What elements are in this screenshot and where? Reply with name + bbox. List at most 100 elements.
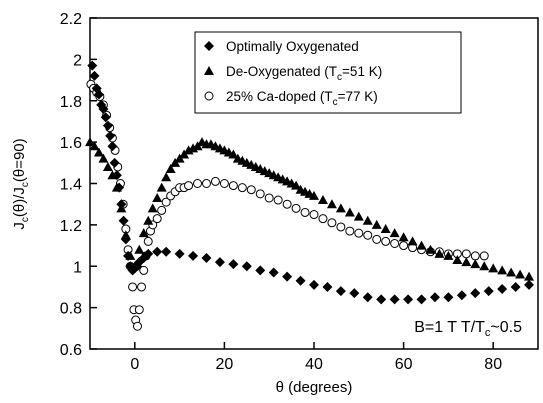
diamond-point	[123, 250, 134, 261]
triangle-point	[228, 149, 239, 159]
triangle-point	[156, 182, 167, 192]
circle-open-point	[354, 228, 364, 238]
circle-open-point	[237, 183, 247, 193]
series-triangle	[85, 137, 535, 281]
diamond-point	[120, 234, 131, 245]
triangle-point	[335, 203, 346, 213]
diamond-point	[497, 284, 508, 295]
triangle-point	[143, 215, 154, 225]
triangle-point	[515, 269, 526, 279]
y-tick-label: 0.8	[60, 301, 82, 318]
diamond-point	[456, 290, 467, 301]
circle-open-point	[132, 321, 142, 331]
triangle-point	[371, 219, 382, 229]
triangle-point	[443, 250, 454, 260]
diamond-point	[214, 257, 225, 268]
triangle-point	[497, 265, 508, 275]
circle-open-point	[318, 214, 328, 224]
diamond-point	[255, 265, 266, 276]
diamond-point	[87, 60, 98, 71]
diamond-point	[89, 70, 100, 81]
triangle-point	[291, 180, 302, 190]
circle-open-point	[193, 179, 203, 188]
triangle-point	[389, 228, 400, 238]
circle-open-point	[134, 305, 144, 315]
circle-open-point	[273, 195, 283, 205]
triangle-point	[416, 240, 427, 250]
diamond-point	[143, 248, 154, 259]
diamond-point	[107, 141, 118, 152]
diamond-point	[335, 286, 346, 297]
condition-annotation: B=1 T T/Tc~0.5	[414, 319, 522, 339]
triangle-point	[326, 199, 337, 209]
axis-ticks	[90, 17, 494, 350]
diamond-point	[429, 292, 440, 303]
circle-open-point	[264, 193, 274, 203]
triangle-point	[147, 203, 158, 213]
diamond-point	[483, 286, 494, 297]
circle-open-point	[399, 241, 409, 251]
legend: Optimally Oxygenated De-Oxygenated (Tc=51…	[194, 31, 462, 114]
diamond-point	[152, 246, 163, 257]
diamond-point	[100, 112, 111, 123]
diamond-point	[309, 279, 319, 290]
diamond-point	[105, 130, 116, 141]
circle-open-point	[143, 236, 153, 246]
y-tick-label: 1.6	[60, 135, 82, 152]
triangle-point	[434, 248, 445, 258]
x-tick-label: 80	[484, 356, 502, 373]
triangle-point	[98, 153, 109, 163]
triangle-point	[470, 259, 481, 269]
circle-open-point	[327, 218, 337, 228]
triangle-point	[362, 215, 373, 225]
diamond-point	[188, 250, 199, 261]
triangle-point	[479, 261, 490, 271]
legend-label: 25% Ca-doped (Tc=77 K)	[226, 89, 378, 108]
triangle-point	[506, 267, 517, 277]
circle-open-point	[228, 181, 238, 191]
diamond-point	[161, 246, 172, 257]
circle-open-point	[137, 282, 147, 292]
circle-open-point	[309, 210, 319, 220]
circle-open-point	[157, 205, 167, 215]
diamond-point	[174, 248, 185, 259]
circle-open-point	[161, 197, 171, 207]
diamond-point	[268, 267, 279, 278]
triangle-point	[309, 190, 319, 200]
diamond-point	[362, 292, 373, 303]
y-tick-label: 2.2	[60, 11, 82, 28]
diamond-point	[109, 157, 120, 168]
diamond-point	[322, 281, 333, 292]
triangle-point	[407, 236, 418, 246]
circle-open-point	[219, 179, 229, 188]
y-tick-label: 0.6	[60, 342, 82, 359]
series-circle-open	[86, 79, 489, 331]
circle-open-point	[139, 265, 149, 275]
legend-label: De-Oxygenated (Tc=51 K)	[226, 64, 382, 83]
y-tick-label: 1.2	[60, 218, 82, 235]
triangle-point	[452, 255, 463, 265]
circle-open-point	[210, 176, 220, 186]
y-tick-label: 2	[73, 52, 82, 69]
diamond-point	[102, 120, 113, 131]
triangle-point	[380, 224, 391, 234]
triangle-point	[317, 195, 328, 205]
triangle-point	[344, 207, 355, 217]
triangle-point	[398, 232, 409, 242]
circle-open-point	[363, 230, 373, 240]
axis-tick-labels: 0 20 40 60 80 0.6 0.8 1 1.2 1.4 1.6 1.8 2 2.2	[60, 11, 502, 373]
y-tick-label: 1.4	[60, 177, 82, 194]
circle-open-point	[255, 189, 265, 199]
circle-open-point	[470, 251, 480, 261]
diamond-point	[510, 281, 521, 292]
data-points	[85, 60, 535, 331]
circle-open-point	[461, 249, 471, 259]
circle-open-point	[381, 236, 391, 246]
x-tick-label: 0	[130, 356, 139, 373]
x-axis-label: θ (degrees)	[276, 379, 353, 396]
triangle-point	[461, 257, 472, 267]
diamond-point	[349, 288, 360, 299]
circle-open-point	[336, 222, 346, 232]
triangle-point	[353, 211, 364, 221]
